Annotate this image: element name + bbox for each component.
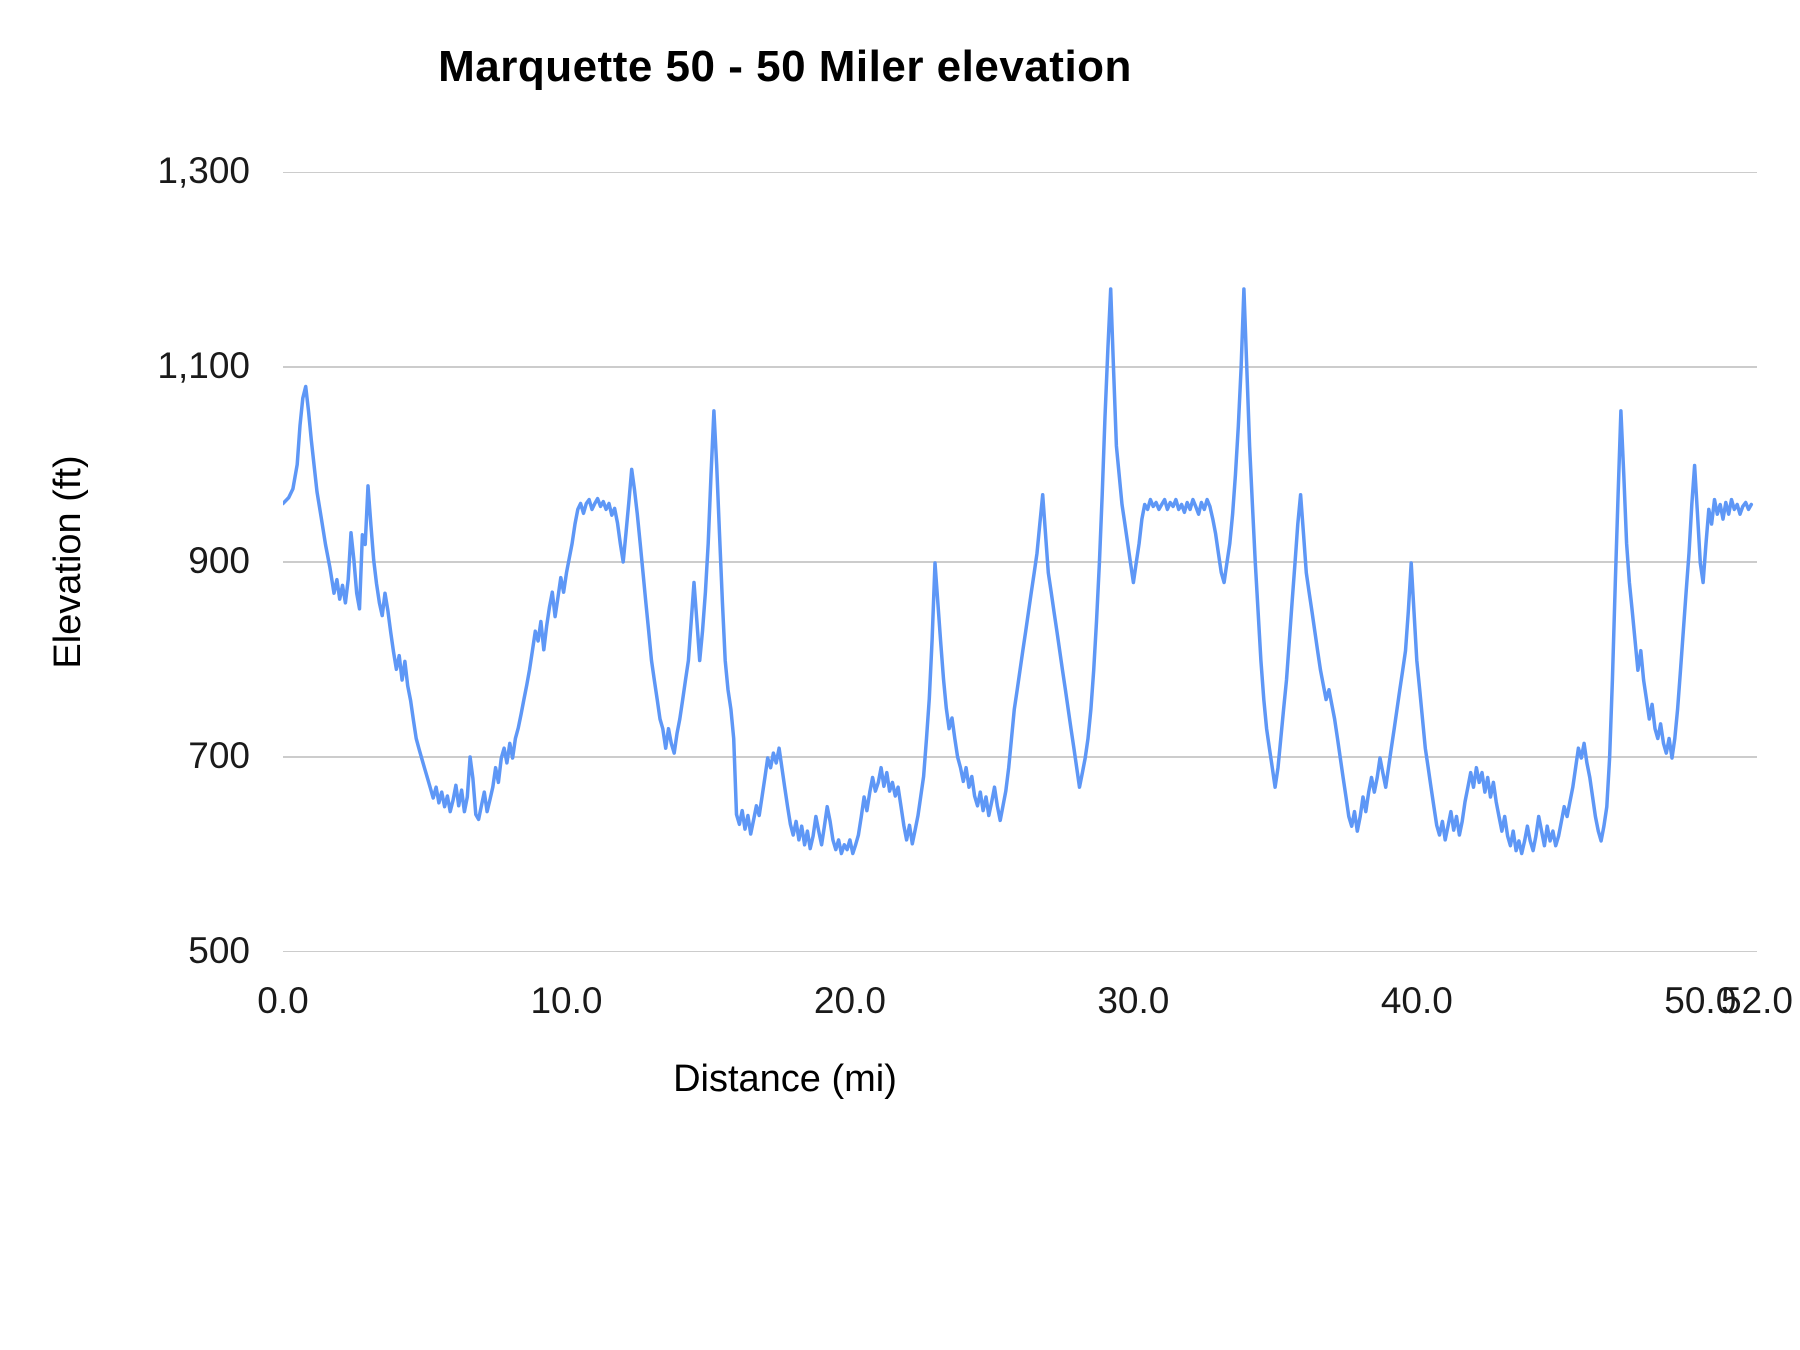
- elevation-line: [283, 287, 1754, 856]
- x-tick-label: 20.0: [813, 980, 886, 1021]
- x-tick-label: 52.0: [1720, 980, 1793, 1021]
- x-tick-label: 30.0: [1097, 980, 1170, 1021]
- y-tick-label: 500: [188, 930, 250, 971]
- y-tick-label: 1,300: [157, 150, 250, 191]
- plot-area: [283, 172, 1757, 952]
- y-tick-label: 1,100: [157, 345, 250, 386]
- x-tick-label: 0.0: [257, 980, 309, 1021]
- x-axis-title: Distance (mi): [673, 1058, 897, 1100]
- chart-title: Marquette 50 - 50 Miler elevation: [438, 42, 1132, 91]
- x-tick-label: 50.0: [1664, 980, 1737, 1021]
- x-tick-label: 10.0: [530, 980, 603, 1021]
- y-tick-label: 700: [188, 735, 250, 776]
- x-tick-label: 40.0: [1380, 980, 1453, 1021]
- y-tick-label: 900: [188, 540, 250, 581]
